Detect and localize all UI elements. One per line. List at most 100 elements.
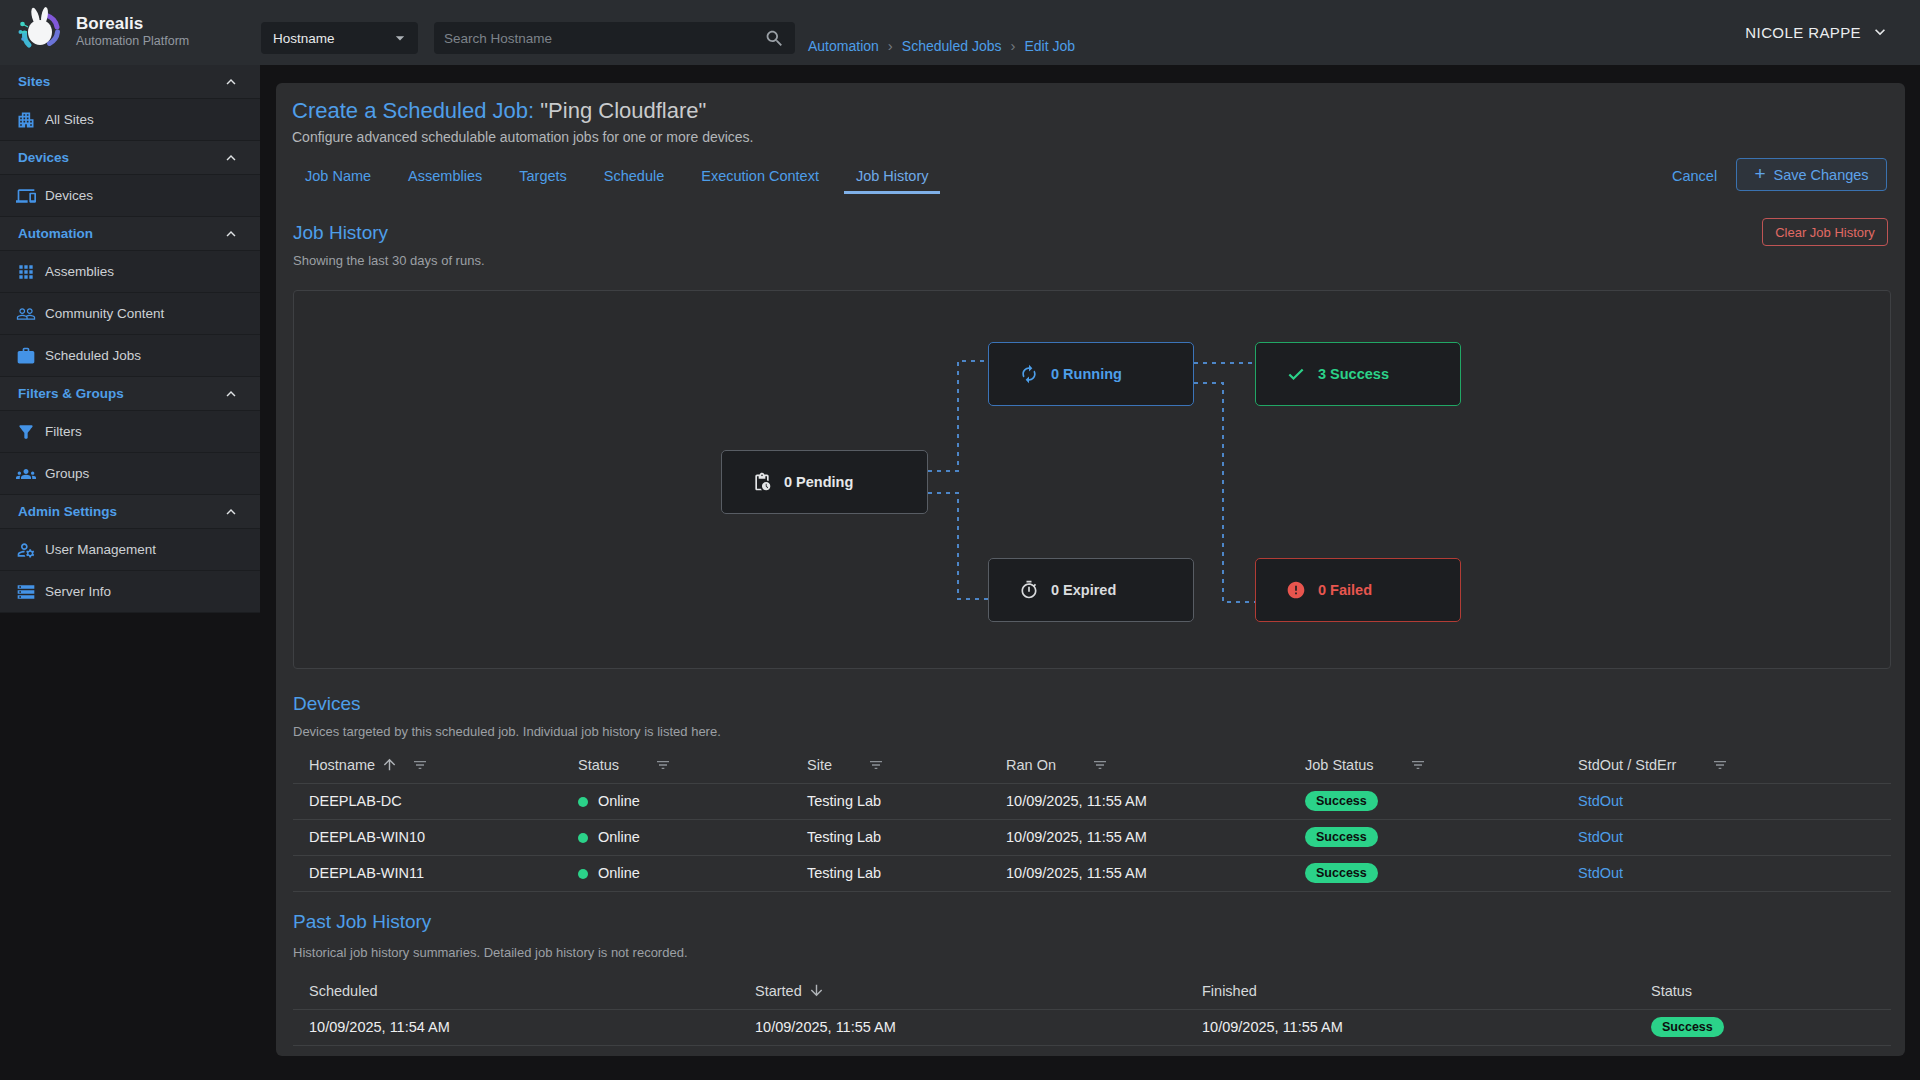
- past-row[interactable]: 10/09/2025, 11:54 AM 10/09/2025, 11:55 A…: [293, 1009, 1891, 1045]
- briefcase-icon: [16, 346, 36, 366]
- filter-icon[interactable]: [1092, 757, 1108, 773]
- grid-icon: [16, 262, 36, 282]
- col-hostname[interactable]: Hostname: [293, 747, 562, 783]
- device-row[interactable]: DEEPLAB-WIN11 Online Testing Lab 10/09/2…: [293, 855, 1891, 891]
- breadcrumb-separator-icon: ›: [1010, 39, 1015, 53]
- clear-job-history-button[interactable]: Clear Job History: [1762, 218, 1888, 246]
- cell-status: Online: [562, 783, 791, 819]
- tab-execution-context[interactable]: Execution Context: [689, 167, 831, 194]
- job-name-value: "Ping Cloudflare": [534, 98, 706, 123]
- sidebar-section-devices[interactable]: Devices: [0, 141, 260, 175]
- sort-desc-icon: [808, 982, 825, 999]
- sidebar-item-filters[interactable]: Filters: [0, 411, 260, 453]
- sidebar-item-server-info[interactable]: Server Info: [0, 571, 260, 613]
- filter-icon[interactable]: [655, 757, 671, 773]
- sidebar-item-devices[interactable]: Devices: [0, 175, 260, 217]
- chevron-up-icon: [222, 73, 240, 91]
- filter-icon[interactable]: [1410, 757, 1426, 773]
- search-input[interactable]: [444, 31, 764, 46]
- col-ran-on[interactable]: Ran On: [990, 747, 1289, 783]
- filter-icon[interactable]: [868, 757, 884, 773]
- col-started[interactable]: Started: [739, 973, 1186, 1009]
- tab-job-history[interactable]: Job History: [844, 167, 941, 194]
- pending-icon: [752, 472, 772, 492]
- filter-icon: [16, 422, 36, 442]
- tab-schedule[interactable]: Schedule: [592, 167, 676, 194]
- chevron-up-icon: [222, 149, 240, 167]
- people-outline-icon: [16, 304, 36, 324]
- online-dot-icon: [578, 797, 588, 807]
- cancel-button[interactable]: Cancel: [1672, 167, 1717, 185]
- brand-logo[interactable]: Borealis Automation Platform: [16, 7, 189, 55]
- stdout-link[interactable]: StdOut: [1578, 793, 1623, 809]
- col-status[interactable]: Status: [562, 747, 791, 783]
- sidebar-item-label: Scheduled Jobs: [45, 348, 141, 363]
- cell-ran-on: 10/09/2025, 11:55 AM: [990, 855, 1289, 891]
- sidebar-item-all-sites[interactable]: All Sites: [0, 99, 260, 141]
- groups-icon: [16, 464, 36, 484]
- chevron-down-icon: [1870, 22, 1890, 42]
- status-badge: Success: [1305, 863, 1378, 883]
- sidebar-section-filters-groups[interactable]: Filters & Groups: [0, 377, 260, 411]
- job-status-flow-panel: 0 Pending 0 Running 3 Success 0 Expired …: [293, 290, 1891, 669]
- past-job-history-description: Historical job history summaries. Detail…: [293, 945, 688, 960]
- sidebar-section-sites[interactable]: Sites: [0, 65, 260, 99]
- devices-table: Hostname Status Site Ran On Job Status S…: [293, 747, 1891, 892]
- breadcrumb-scheduled-jobs[interactable]: Scheduled Jobs: [902, 38, 1002, 54]
- cell-status: Online: [562, 819, 791, 855]
- chevron-up-icon: [222, 225, 240, 243]
- devices-icon: [16, 186, 36, 206]
- tab-job-name[interactable]: Job Name: [293, 167, 383, 194]
- cell-job-status: Success: [1289, 783, 1562, 819]
- user-menu[interactable]: NICOLE RAPPE: [1745, 22, 1890, 42]
- save-changes-button[interactable]: + Save Changes: [1736, 158, 1887, 191]
- sidebar-section-admin-settings[interactable]: Admin Settings: [0, 495, 260, 529]
- breadcrumb-automation[interactable]: Automation: [808, 38, 879, 54]
- device-row[interactable]: DEEPLAB-WIN10 Online Testing Lab 10/09/2…: [293, 819, 1891, 855]
- brand-name: Borealis: [76, 14, 189, 34]
- sidebar-item-assemblies[interactable]: Assemblies: [0, 251, 260, 293]
- filter-icon[interactable]: [1712, 757, 1728, 773]
- cell-past-status: Success: [1635, 1009, 1891, 1045]
- hostname-filter-select[interactable]: Hostname: [261, 22, 418, 54]
- error-icon: [1286, 580, 1306, 600]
- user-settings-icon: [16, 540, 36, 560]
- sidebar-section-label: Filters & Groups: [18, 386, 222, 401]
- breadcrumb-edit-job[interactable]: Edit Job: [1024, 38, 1075, 54]
- sidebar-section-automation[interactable]: Automation: [0, 217, 260, 251]
- cell-site: Testing Lab: [791, 783, 990, 819]
- col-stdout[interactable]: StdOut / StdErr: [1562, 747, 1891, 783]
- online-dot-icon: [578, 869, 588, 879]
- stdout-link[interactable]: StdOut: [1578, 865, 1623, 881]
- device-row[interactable]: DEEPLAB-DC Online Testing Lab 10/09/2025…: [293, 783, 1891, 819]
- timer-icon: [1019, 580, 1039, 600]
- cell-status: Online: [562, 855, 791, 891]
- brand-tagline: Automation Platform: [76, 34, 189, 49]
- past-header-row: Scheduled Started Finished Status: [293, 973, 1891, 1009]
- cell-scheduled: 10/09/2025, 11:54 AM: [293, 1009, 739, 1045]
- sidebar-item-groups[interactable]: Groups: [0, 453, 260, 495]
- col-finished[interactable]: Finished: [1186, 973, 1635, 1009]
- col-scheduled[interactable]: Scheduled: [293, 973, 739, 1009]
- tab-assemblies[interactable]: Assemblies: [396, 167, 494, 194]
- stdout-link[interactable]: StdOut: [1578, 829, 1623, 845]
- job-editor-tabs: Job Name Assemblies Targets Schedule Exe…: [293, 167, 953, 194]
- sidebar-item-label: Groups: [45, 466, 89, 481]
- sidebar-item-community-content[interactable]: Community Content: [0, 293, 260, 335]
- col-past-status[interactable]: Status: [1635, 973, 1891, 1009]
- sidebar-item-label: Server Info: [45, 584, 111, 599]
- col-job-status[interactable]: Job Status: [1289, 747, 1562, 783]
- sidebar-item-user-management[interactable]: User Management: [0, 529, 260, 571]
- sidebar-section-label: Devices: [18, 150, 222, 165]
- rabbit-logo-icon: [16, 7, 64, 55]
- search-icon: [764, 28, 785, 49]
- cell-hostname: DEEPLAB-WIN11: [293, 855, 562, 891]
- tab-targets[interactable]: Targets: [507, 167, 579, 194]
- cell-site: Testing Lab: [791, 819, 990, 855]
- filter-icon[interactable]: [412, 757, 428, 773]
- sidebar-item-scheduled-jobs[interactable]: Scheduled Jobs: [0, 335, 260, 377]
- cell-job-status: Success: [1289, 819, 1562, 855]
- cell-stdout: StdOut: [1562, 783, 1891, 819]
- hostname-search[interactable]: [434, 22, 795, 54]
- col-site[interactable]: Site: [791, 747, 990, 783]
